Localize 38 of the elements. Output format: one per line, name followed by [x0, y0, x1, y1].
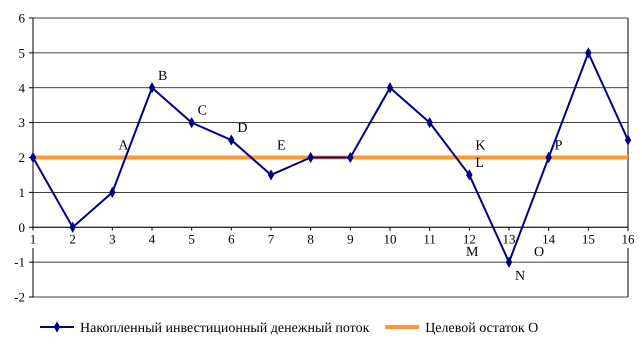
x-tick-label: 15	[582, 231, 595, 246]
annotation: C	[198, 104, 208, 119]
annotation: P	[554, 138, 563, 154]
x-tick-label: 13	[502, 231, 516, 246]
annotation: B	[158, 68, 168, 84]
x-tick-label: 14	[542, 231, 556, 246]
legend-label: Накопленный инвестиционный денежный поток	[80, 320, 370, 336]
y-tick-label: 1	[18, 184, 25, 200]
x-tick-label: 6	[228, 231, 236, 246]
annotation: D	[237, 121, 248, 136]
y-tick-label: 0	[18, 220, 25, 235]
x-tick-label: 11	[423, 231, 436, 246]
x-tick-label: 8	[307, 231, 314, 246]
annotation: K	[475, 138, 486, 154]
annotation: A	[118, 138, 130, 154]
annotation: E	[277, 138, 286, 154]
x-tick-label: 16	[622, 231, 635, 246]
annotation: M	[466, 245, 479, 260]
y-tick-label: 2	[18, 150, 25, 166]
y-tick-label: 3	[18, 115, 25, 130]
legend-label: Целевой остаток О	[425, 320, 538, 336]
x-tick-label: 4	[148, 231, 156, 246]
x-tick-label: 9	[347, 231, 354, 246]
x-tick-label: 12	[462, 231, 476, 246]
x-tick-label: 2	[69, 231, 76, 246]
x-tick-label: 1	[30, 231, 36, 246]
y-tick-label: -2	[14, 290, 25, 305]
x-tick-label: 7	[268, 231, 275, 246]
x-tick-label: 10	[384, 231, 396, 246]
y-tick-label: 4	[18, 80, 26, 96]
annotation: L	[475, 156, 484, 171]
x-tick-label: 3	[109, 231, 116, 246]
y-tick-label: 5	[18, 45, 25, 60]
y-tick-label: 6	[18, 10, 26, 26]
annotation: O	[534, 245, 544, 260]
x-tick-label: 5	[188, 231, 195, 246]
annotation: N	[515, 269, 526, 284]
y-tick-label: -1	[14, 254, 25, 270]
